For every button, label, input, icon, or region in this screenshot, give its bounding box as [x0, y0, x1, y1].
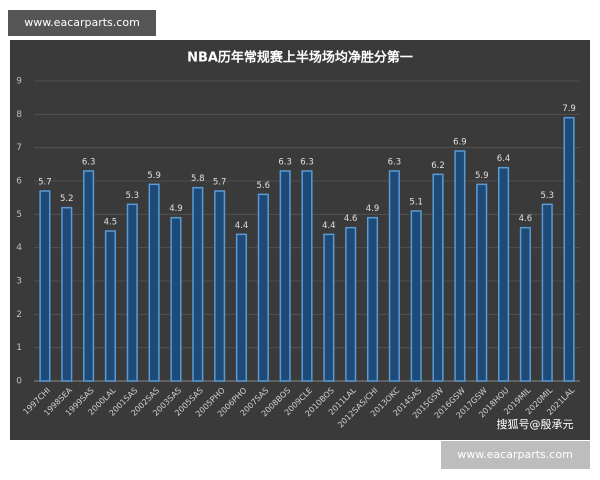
value-label: 4.4 — [235, 221, 249, 231]
value-label: 6.3 — [388, 158, 402, 168]
bar — [323, 233, 335, 382]
value-label: 5.7 — [213, 178, 227, 188]
bar — [104, 230, 116, 382]
value-label: 4.9 — [366, 204, 380, 214]
bar — [192, 186, 204, 382]
value-label: 6.3 — [278, 158, 292, 168]
value-label: 6.2 — [431, 161, 445, 171]
bar — [366, 216, 379, 382]
bar — [214, 190, 226, 382]
value-label: 5.3 — [126, 191, 140, 201]
bar — [519, 226, 531, 382]
y-tick-label: 3 — [16, 277, 22, 287]
bar — [454, 150, 466, 382]
bar — [279, 170, 291, 382]
bar — [148, 183, 160, 382]
value-label: 6.4 — [497, 154, 511, 164]
bar — [388, 170, 400, 382]
value-label: 4.4 — [322, 221, 336, 231]
bar — [257, 193, 269, 382]
y-tick-label: 4 — [16, 243, 22, 253]
chart-title: NBA历年常规赛上半场场均净胜分第一 — [187, 50, 413, 66]
y-tick-label: 7 — [16, 143, 22, 153]
bar — [432, 173, 444, 382]
value-label: 5.2 — [60, 194, 74, 204]
bar — [301, 170, 313, 382]
bar — [39, 190, 51, 382]
watermark-box — [8, 10, 156, 36]
bar — [498, 166, 510, 382]
value-label: 4.5 — [104, 218, 118, 228]
value-label: 5.3 — [540, 191, 554, 201]
y-tick-label: 8 — [16, 110, 22, 120]
value-label: 5.7 — [38, 178, 52, 188]
y-tick-label: 5 — [16, 210, 22, 220]
value-label: 6.3 — [300, 158, 314, 168]
value-label: 5.8 — [191, 174, 205, 184]
value-label: 4.6 — [344, 214, 358, 224]
value-label: 6.3 — [82, 158, 96, 168]
watermark: 搜狐号@殷承元 — [497, 417, 574, 431]
value-label: 5.9 — [147, 171, 161, 181]
value-label: 5.1 — [409, 198, 423, 208]
value-label: 4.6 — [519, 214, 533, 224]
bar — [476, 183, 488, 382]
bar — [170, 216, 182, 382]
value-label: 4.9 — [169, 204, 183, 214]
watermark: www.eacarparts.com — [457, 448, 573, 461]
value-label: 5.6 — [257, 181, 271, 191]
y-tick-label: 1 — [16, 343, 22, 353]
y-tick-label: 2 — [16, 310, 22, 320]
bar — [563, 116, 575, 382]
bar — [345, 226, 357, 382]
value-label: 5.9 — [475, 171, 489, 181]
bar — [83, 170, 95, 382]
bar — [410, 210, 422, 382]
bar — [61, 206, 73, 382]
y-tick-label: 9 — [16, 77, 22, 87]
watermark-box — [441, 441, 590, 469]
bar — [541, 203, 553, 382]
watermark: www.eacarparts.com — [24, 16, 140, 29]
bar — [126, 203, 138, 382]
value-label: 7.9 — [562, 104, 576, 114]
value-label: 6.9 — [453, 138, 467, 148]
y-tick-label: 0 — [16, 377, 22, 387]
bar — [235, 233, 248, 382]
y-tick-label: 6 — [16, 177, 22, 187]
